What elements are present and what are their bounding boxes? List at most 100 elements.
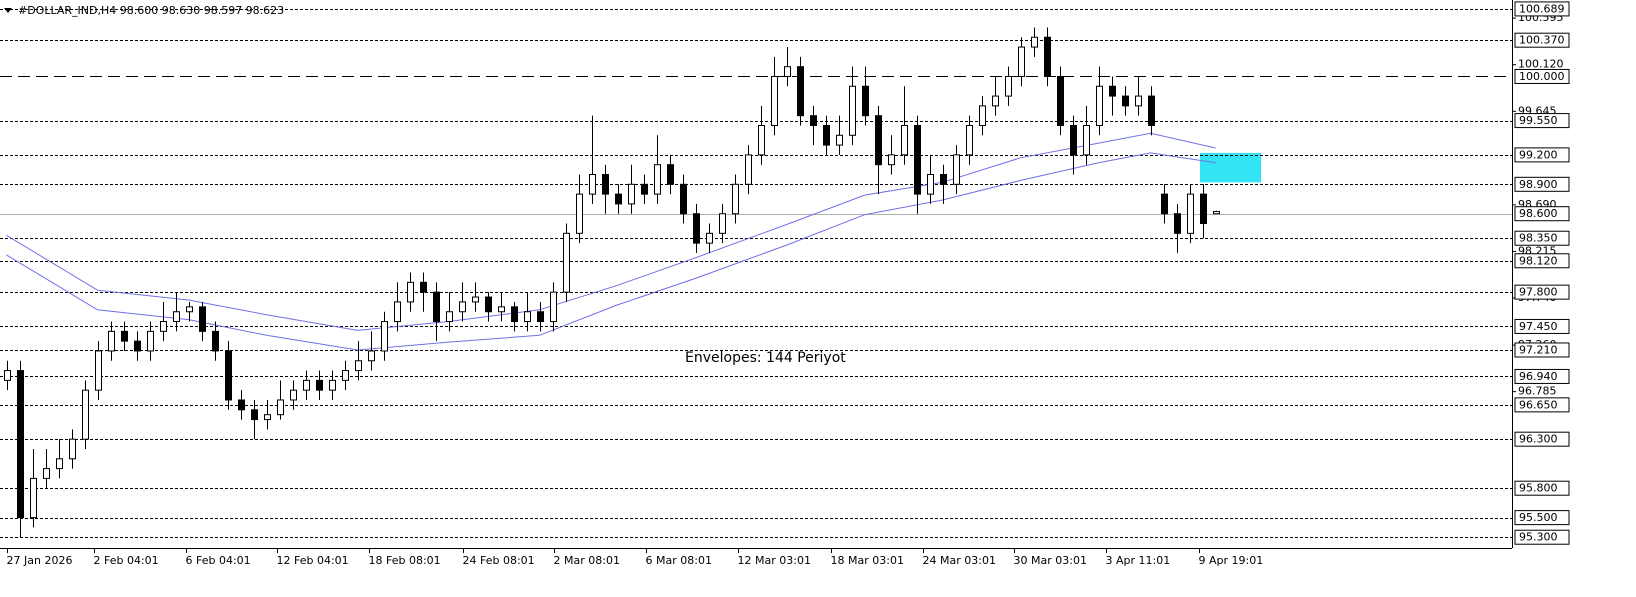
candle-body bbox=[407, 281, 414, 303]
candle-body bbox=[1018, 46, 1025, 77]
x-tick-label: 6 Mar 08:01 bbox=[646, 554, 712, 567]
level-label: 99.550 bbox=[1519, 114, 1558, 127]
candle-body bbox=[82, 389, 89, 440]
candle-body bbox=[30, 477, 37, 519]
candle-body bbox=[563, 232, 570, 293]
level-label: 97.800 bbox=[1519, 286, 1558, 299]
level-label: 100.370 bbox=[1519, 34, 1565, 47]
level-label-box bbox=[1514, 318, 1570, 334]
candle-body bbox=[4, 370, 11, 381]
level-label-box bbox=[1514, 230, 1570, 246]
level-label: 96.650 bbox=[1519, 398, 1558, 411]
candle-body bbox=[485, 296, 492, 313]
candle-body bbox=[1031, 36, 1038, 48]
candle-body bbox=[992, 95, 999, 107]
level-label-box bbox=[1514, 253, 1570, 269]
candle-body bbox=[654, 164, 661, 195]
envelope-lower bbox=[6, 152, 1216, 351]
candle-body bbox=[1083, 124, 1090, 156]
candle-body bbox=[1109, 85, 1116, 97]
candle-body bbox=[459, 301, 466, 313]
level-label-box bbox=[1514, 284, 1570, 300]
level-label-box bbox=[1514, 368, 1570, 384]
candle-body bbox=[147, 330, 154, 352]
candle-body bbox=[1161, 193, 1168, 215]
candle-body bbox=[1070, 124, 1077, 156]
candle-body bbox=[108, 330, 115, 352]
candle-body bbox=[693, 213, 700, 244]
candle-body bbox=[433, 291, 440, 323]
level-label-box bbox=[1514, 397, 1570, 413]
x-tick-label: 18 Mar 03:01 bbox=[831, 554, 904, 567]
x-tick-label: 30 Mar 03:01 bbox=[1014, 554, 1087, 567]
level-label: 96.940 bbox=[1519, 370, 1558, 383]
level-label: 95.800 bbox=[1519, 482, 1558, 495]
candle-body bbox=[615, 193, 622, 205]
level-label: 100.689 bbox=[1519, 2, 1565, 15]
candle-body bbox=[303, 379, 310, 391]
candle-body bbox=[329, 379, 336, 391]
candle-body bbox=[1213, 210, 1220, 215]
candle-body bbox=[966, 124, 973, 156]
candle-body bbox=[446, 311, 453, 323]
level-label-box bbox=[1514, 206, 1570, 222]
candle-body bbox=[628, 183, 635, 205]
candle-body bbox=[472, 296, 479, 303]
candle-body bbox=[537, 311, 544, 323]
menu-triangle[interactable] bbox=[4, 8, 12, 13]
candle-body bbox=[43, 468, 50, 479]
envelope-upper bbox=[6, 132, 1216, 331]
level-label: 96.300 bbox=[1519, 433, 1558, 446]
candle-body bbox=[251, 409, 258, 421]
candle-body bbox=[589, 173, 596, 195]
candle-body bbox=[173, 311, 180, 323]
candle-body bbox=[979, 105, 986, 126]
candle-body bbox=[1187, 193, 1194, 234]
candle-body bbox=[394, 301, 401, 323]
candle-body bbox=[550, 291, 557, 323]
x-tick-label: 2 Mar 08:01 bbox=[554, 554, 620, 567]
candle-body bbox=[641, 183, 648, 195]
candle-body bbox=[355, 360, 362, 372]
plot-area bbox=[0, 9, 1512, 538]
candle-body bbox=[381, 321, 388, 352]
candle-body bbox=[264, 414, 271, 421]
candle-body bbox=[186, 306, 193, 313]
candle-body bbox=[160, 321, 167, 332]
candle-body bbox=[511, 306, 518, 323]
level-label-box bbox=[1514, 510, 1570, 526]
candle-body bbox=[680, 183, 687, 215]
candle-body bbox=[771, 75, 778, 126]
candle-body bbox=[95, 350, 102, 391]
level-label-box bbox=[1514, 480, 1570, 496]
candle-body bbox=[134, 340, 141, 352]
x-tick-label: 3 Apr 11:01 bbox=[1106, 554, 1171, 567]
x-tick-label: 9 Apr 19:01 bbox=[1199, 554, 1264, 567]
candle-body bbox=[602, 173, 609, 195]
candle-body bbox=[420, 281, 427, 293]
level-label-box bbox=[1514, 431, 1570, 447]
candle-body bbox=[732, 183, 739, 215]
level-label: 100.000 bbox=[1519, 70, 1565, 83]
level-label: 97.450 bbox=[1519, 320, 1558, 333]
level-label-box bbox=[1514, 342, 1570, 358]
level-label: 98.900 bbox=[1519, 178, 1558, 191]
candle-body bbox=[524, 311, 531, 323]
level-label: 98.350 bbox=[1519, 232, 1558, 245]
symbol-header: #DOLLAR_IND,H4 98.600 98.630 98.597 98.6… bbox=[18, 4, 284, 17]
candle-body bbox=[719, 213, 726, 234]
candle-body bbox=[238, 399, 245, 411]
candle-body bbox=[368, 350, 375, 362]
candle-body bbox=[277, 399, 284, 416]
level-label-box bbox=[1514, 1, 1570, 17]
level-label-box bbox=[1514, 147, 1570, 163]
candle-body bbox=[823, 124, 830, 146]
candle-body bbox=[875, 115, 882, 166]
candle-body bbox=[1135, 95, 1142, 107]
y-tick-label: 100.120 bbox=[1518, 58, 1564, 71]
indicator-label: Envelopes: 144 Periyot bbox=[685, 350, 846, 366]
candle-body bbox=[1096, 85, 1103, 126]
x-tick-label: 24 Feb 08:01 bbox=[463, 554, 535, 567]
x-tick-label: 2 Feb 04:01 bbox=[94, 554, 159, 567]
